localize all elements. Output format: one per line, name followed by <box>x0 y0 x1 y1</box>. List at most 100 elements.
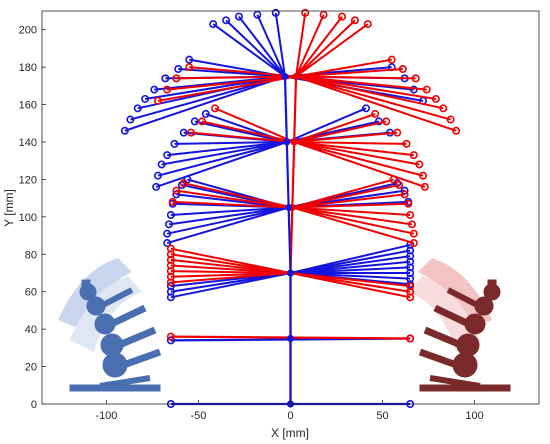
fan-link-red-1-0 <box>172 200 293 209</box>
fan-tip-red-2-2 <box>211 104 220 113</box>
spine-node-blue-2 <box>287 269 294 277</box>
fan-link-blue-2-2 <box>161 141 287 166</box>
fan-link-red-2-6 <box>294 141 407 145</box>
fan-tip-blue-3-0 <box>120 126 129 135</box>
fan-link-red-2-4 <box>293 120 387 143</box>
fan-tip-red-2-9 <box>419 171 428 180</box>
y-tick-label-6: 120 <box>19 174 37 186</box>
fan-tip-red-3-9 <box>439 104 448 113</box>
y-tick-label-3: 60 <box>25 287 37 299</box>
ticks: -100 -50 0 50 100 0 20 40 60 80 100 120 140 160 180 200 <box>19 25 484 422</box>
fan-tip-red-0-9 <box>406 282 415 291</box>
fan-tip-blue-2-5 <box>179 128 188 137</box>
fan-tip-red-1-5 <box>400 190 409 199</box>
fan-tip-red-1-1 <box>172 186 181 195</box>
fan-link-red-2-3 <box>293 112 376 143</box>
fan-link-red-3-0 <box>157 75 297 102</box>
fan-link-red-2-0 <box>191 131 295 143</box>
fan-link-red-2-9 <box>293 141 424 177</box>
fan-link-red-3-13 <box>295 14 325 77</box>
fan-tip-red-2-10 <box>420 182 429 191</box>
fan-tip-blue-2-0 <box>152 182 161 191</box>
fan-tip-red-2-8 <box>415 160 424 169</box>
fan-link-red-2-8 <box>294 141 420 166</box>
fan-link-blue-1-1 <box>166 206 289 235</box>
y-tick-label-5: 100 <box>19 212 37 224</box>
fan-link-red-1-2 <box>183 182 293 209</box>
fan-tip-red-2-4 <box>382 117 391 126</box>
x-tick-label-1: -50 <box>191 410 207 422</box>
spine-node-blue-5 <box>281 73 289 80</box>
fan-link-red-3-15 <box>295 19 356 78</box>
fan-link-blue-1-2 <box>168 206 289 226</box>
fan-link-red-1-1 <box>176 189 293 209</box>
fan-link-blue-1-3 <box>170 206 289 216</box>
fan-link-blue-3-15 <box>256 14 286 77</box>
fan-tip-blue-3-5 <box>161 74 170 83</box>
fan-link-blue-2-0 <box>155 141 288 188</box>
fan-tip-blue-3-4 <box>150 85 159 94</box>
y-tick-label-9: 180 <box>19 62 37 74</box>
fan-link-red-1-6 <box>292 202 409 209</box>
fan-link-blue-3-14 <box>238 16 286 78</box>
y-tick-label-2: 40 <box>25 324 37 336</box>
fan-tip-blue-3-14 <box>234 12 243 21</box>
y-tick-label-0: 0 <box>31 399 37 411</box>
fan-link-red-3-6 <box>296 75 416 80</box>
fan-tip-blue-3-13 <box>222 16 231 25</box>
fan-tip-red-3-11 <box>452 126 461 135</box>
spine-node-red-4 <box>290 138 298 146</box>
fan-link-blue-3-12 <box>212 23 286 78</box>
fan-tip-blue-1-0 <box>163 239 172 248</box>
fan-link-blue-3-16 <box>274 12 286 77</box>
fan-link-blue-1-0 <box>166 206 289 245</box>
fan-link-red-2-10 <box>293 141 426 188</box>
y-tick-label-4: 80 <box>25 249 37 261</box>
inset-blue-robot-arm <box>58 258 162 392</box>
fan-tip-red-1-2 <box>179 179 188 188</box>
fan-link-red-3-4 <box>295 58 392 78</box>
fan-link-red-3-3 <box>189 66 297 78</box>
fan-link-red-3-8 <box>295 75 437 100</box>
fan-tip-blue-2-3 <box>163 151 172 160</box>
fan-tip-red-3-2 <box>172 74 181 83</box>
spine-node-red-5 <box>292 73 300 80</box>
fan-tip-red-3-4 <box>387 55 396 64</box>
x-tick-label-3: 50 <box>376 410 388 422</box>
fan-link-red-3-14 <box>295 16 343 78</box>
fan-link-red-0-9 <box>290 272 411 288</box>
fan-tip-blue-1-1 <box>163 229 172 238</box>
fan-link-red-2-5 <box>294 131 398 143</box>
fan-link-red-1-5 <box>292 193 405 209</box>
fan-link-blue-2-4 <box>174 141 287 145</box>
fan-tip-blue-1-6 <box>177 181 186 190</box>
fan-link-red-1-10 <box>292 206 415 245</box>
fan-tip-red-2-1 <box>198 117 207 126</box>
fan-tip-blue-3-12 <box>209 20 218 29</box>
fan-link-red-3-2 <box>176 75 297 80</box>
fan-link-red-1-8 <box>292 206 413 226</box>
fan-tip-red-3-8 <box>431 94 440 103</box>
fan-link-blue-2-8 <box>286 107 367 143</box>
fan-tip-blue-2-1 <box>153 171 162 180</box>
x-tick-label-2: 0 <box>287 410 293 422</box>
fan-tip-red-3-12 <box>301 8 310 17</box>
fan-tip-red-3-1 <box>163 85 172 94</box>
level-end-red-0-0 <box>166 332 175 341</box>
fan-tip-red-1-9 <box>409 229 418 238</box>
fan-link-red-3-12 <box>295 12 307 77</box>
fan-tip-red-3-0 <box>153 96 162 105</box>
fan-link-red-1-9 <box>292 206 415 235</box>
fan-tip-blue-0-2 <box>166 282 175 291</box>
fan-tip-blue-3-16 <box>271 8 280 17</box>
x-axis-label: X [mm] <box>271 426 309 440</box>
fan-tip-red-3-10 <box>446 115 455 124</box>
fan-link-red-1-4 <box>292 184 400 209</box>
fan-tip-blue-1-3 <box>166 210 175 219</box>
fan-tip-blue-1-9 <box>400 186 409 195</box>
fan-tip-blue-2-7 <box>201 109 210 118</box>
fan-tip-blue-3-7 <box>185 55 194 64</box>
fan-tip-red-3-15 <box>350 16 359 25</box>
y-tick-label-10: 200 <box>19 25 37 37</box>
